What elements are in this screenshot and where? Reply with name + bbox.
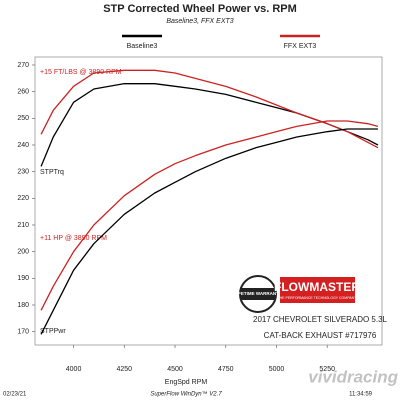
badge-text: LIFETIME WARRANTY: [234, 291, 282, 296]
y-tick-label: 220: [17, 195, 29, 202]
power-line: [40, 128, 378, 335]
annotation: +15 FT/LBS @ 3890 RPM: [40, 69, 122, 76]
y-tick-label: 200: [17, 249, 29, 256]
x-tick-label: 5000: [269, 366, 285, 373]
annotation: +11 HP @ 3890 RPM: [40, 235, 107, 242]
curve-label: STPTrq: [40, 169, 64, 176]
footer-software: SuperFlow WinDyn™ V2.7: [150, 391, 222, 398]
y-tick-label: 240: [17, 142, 29, 149]
power-line: [40, 120, 379, 311]
badge: LIFETIME WARRANTY FLOWMASTER THE PERFORM…: [234, 275, 388, 340]
plot-frame: [34, 56, 383, 346]
brand-tagline: THE PERFORMANCE TECHNOLOGY COMPANY: [278, 296, 358, 300]
y-tick-label: 270: [17, 62, 29, 69]
y-tick-label: 190: [17, 275, 29, 282]
legend-label: FFX EXT3: [284, 43, 317, 50]
y-tick-label: 250: [17, 115, 29, 122]
product: CAT-BACK EXHAUST #717976: [264, 331, 377, 340]
torque-line: [40, 83, 379, 167]
badge-ribbon: [240, 288, 276, 300]
x-tick-label: 4750: [218, 366, 234, 373]
x-tick-label: 4500: [167, 366, 183, 373]
chart-title: STP Corrected Wheel Power vs. RPM: [103, 3, 297, 15]
y-tick-label: 170: [17, 329, 29, 336]
y-tick-label: 210: [17, 222, 29, 229]
y-tick-label: 230: [17, 169, 29, 176]
footer-time: 11:34:59: [349, 392, 373, 398]
y-tick-label: 180: [17, 302, 29, 309]
legend-label: Baseline3: [127, 43, 158, 50]
chart-subtitle: Baseline3, FFX EXT3: [166, 18, 233, 25]
x-tick-label: 5250: [319, 366, 335, 373]
brand: FLOWMASTER: [274, 280, 360, 294]
vehicle: 2017 CHEVROLET SILVERADO 5.3L: [253, 315, 388, 324]
x-tick-label: 4000: [66, 366, 82, 373]
x-axis-label: EngSpd RPM: [165, 379, 208, 386]
brand-banner: [280, 277, 355, 303]
curve-label: STPPwr: [40, 328, 66, 335]
footer-date: 02/23/21: [3, 392, 27, 398]
torque-line: [40, 69, 379, 149]
watermark: vividracing: [308, 367, 398, 386]
x-tick-label: 4250: [116, 366, 132, 373]
y-tick-label: 260: [17, 89, 29, 96]
